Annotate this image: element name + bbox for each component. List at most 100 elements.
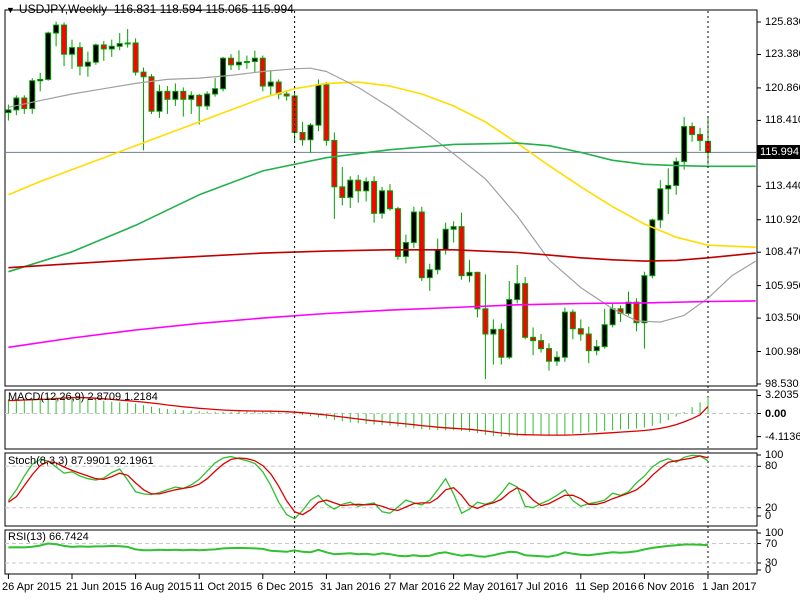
macd-axis-label: -4.1136 [765,431,800,443]
candle-body [132,42,139,73]
price-tick-label: 123.380 [765,48,800,60]
candle-body [466,271,473,277]
stoch-d-line [8,455,709,516]
candle-body [339,186,346,198]
candle-body [530,336,537,342]
rsi-axis-label: 70 [765,538,778,550]
date-tick-label: 6 Nov 2016 [638,581,695,593]
date-tick-label: 21 Jun 2015 [66,581,127,593]
ma-gray [8,67,757,323]
candle-body [546,348,552,362]
price-axis[interactable]: 125.830 123.380 120.860 118.410 113.440 110.9… [757,0,800,576]
candle-body [689,125,696,135]
candle-body [514,283,521,301]
ma-magenta [8,300,756,349]
candle-body [561,311,568,358]
candle-body [379,190,386,214]
ma-red [8,249,756,269]
date-tick-label: 1 Jan 2017 [702,581,757,593]
date-tick-label: 27 Mar 2016 [384,581,446,593]
candle-body [164,90,171,100]
candle-body [490,328,497,335]
rsi-axis-label: 100 [765,527,784,539]
rsi-indicator-label: RSI(13) 66.7424 [8,531,89,543]
candle-body [482,308,489,335]
candle-body [522,283,529,338]
candle-body [506,299,513,358]
candle-body [458,226,465,277]
candle-body [140,71,147,78]
candle-body [585,333,592,352]
candle-body [498,328,505,358]
candle-body [681,125,688,163]
rsi-axis-label: 0 [765,564,772,576]
candle-body [92,44,99,63]
candle-body [697,133,704,141]
candle-body [593,346,600,352]
candle-body [13,97,20,111]
candle-body [180,90,187,100]
main-panel-frame [4,9,758,387]
candle-body [394,208,401,257]
symbol-dropdown-icon[interactable]: ▼ [6,5,15,15]
macd-axis-label: 0.00 [765,408,787,420]
candle-body [442,228,449,251]
candle-body [474,271,481,310]
candle-body [418,211,425,279]
date-tick-label: 26 Apr 2015 [2,581,62,593]
macd-indicator-label: MACD(12,26,9) 2.8709 1.2184 [8,391,158,403]
macd-panel-frame [4,389,758,450]
candle-body [387,190,393,210]
stoch-indicator-label: Stoch(8,3,3) 87.9901 92.1961 [8,455,154,467]
price-tick-label: 100.980 [765,346,800,358]
candle-body [5,109,12,114]
candle-body [37,78,44,82]
candle-body [426,269,433,279]
rsi-axis-label: 30 [765,557,778,569]
ma-yellow [8,81,756,248]
price-tick-label: 105.950 [765,280,800,292]
candle-body [76,47,83,67]
price-tick-label: 98.530 [765,378,799,390]
candle-body [100,44,107,50]
stoch-axis-label: 0 [765,510,772,522]
candle-body [148,76,155,112]
candle-body [228,57,234,66]
candle-body [649,219,656,277]
date-tick-label: 11 Oct 2015 [193,581,253,593]
candle-body [235,61,242,66]
price-tick-label: 120.860 [765,82,800,94]
candle-body [569,311,576,330]
candle-body [371,181,378,214]
price-tick-label: 125.830 [765,16,800,28]
price-tick-label: 110.920 [765,214,800,226]
macd-axis-label: 3.2035 [765,389,799,401]
candle-body [331,139,338,188]
current-price-tag: 115.994 [757,145,800,159]
candle-body [29,80,36,110]
candle-body [450,226,457,230]
candle-body [61,24,68,55]
candle-body [315,84,322,126]
candle-body [53,24,60,34]
candle-body [243,61,250,64]
date-axis[interactable]: 26 Apr 2015 21 Jun 2015 16 Aug 2015 11 Oct … [0,575,800,600]
price-tick-label: 118.410 [765,114,800,126]
candle-body [196,94,203,107]
candle-body [553,356,560,362]
date-tick-label: 16 Aug 2015 [130,581,192,593]
date-tick-label: 22 May 2016 [448,581,512,593]
candle-body [299,131,306,141]
price-tick-label: 113.440 [765,180,800,192]
candle-body [577,328,584,335]
date-tick-label: 31 Jan 2016 [320,581,381,593]
candle-body [347,179,354,198]
rsi-line [8,542,709,558]
candle-body [434,249,441,271]
stoch-k-line [7,454,709,520]
candle-body [108,45,115,50]
candle-body [625,301,632,314]
candle-body [665,185,672,190]
macd-signal-line [8,396,709,436]
